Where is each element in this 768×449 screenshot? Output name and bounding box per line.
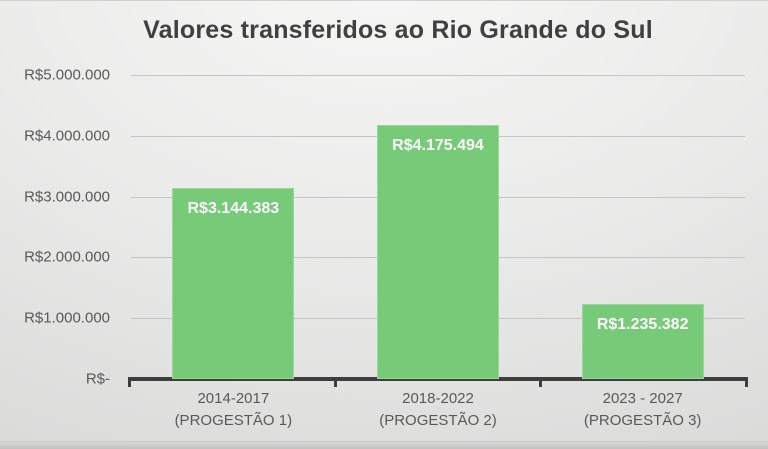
y-axis-labels: R$5.000.000 R$4.000.000 R$3.000.000 R$2.000…	[0, 67, 110, 388]
y-tick-label: R$5.000.000	[24, 66, 110, 84]
plot-area: R$3.144.383 R$4.175.494 R$1.235.382	[128, 75, 748, 387]
bar: R$1.235.382	[581, 303, 704, 379]
chart-title: Valores transferidos ao Rio Grande do Su…	[143, 16, 653, 44]
bar: R$4.175.494	[377, 125, 499, 379]
x-category-label: 2018-2022 (PROGESTÃO 2)	[336, 388, 541, 432]
x-category-label-line: 2023 - 2027	[602, 390, 683, 407]
x-category-label: 2014-2017 (PROGESTÃO 1)	[131, 388, 336, 432]
y-tick-label: R$2.000.000	[24, 248, 110, 266]
x-category-label-line: (PROGESTÃO 2)	[379, 412, 497, 429]
x-category-label-line: (PROGESTÃO 1)	[174, 412, 293, 429]
x-category-label-line: (PROGESTÃO 3)	[583, 412, 702, 429]
x-axis-tick	[128, 377, 131, 387]
x-axis-tick	[538, 377, 542, 387]
bar-value-label: R$1.235.382	[596, 315, 689, 333]
gridline	[131, 75, 745, 76]
y-tick-label: R$1.000.000	[24, 309, 110, 327]
bar: R$3.144.383	[172, 187, 295, 379]
x-axis-tick	[745, 377, 748, 387]
bar-value-label: R$3.144.383	[187, 199, 280, 217]
bar-value-label: R$4.175.494	[392, 137, 484, 155]
x-axis-labels: 2014-2017 (PROGESTÃO 1) 2018-2022 (PROGESTÃ…	[131, 388, 745, 436]
x-axis-tick	[334, 377, 338, 387]
y-tick-label: R$-	[85, 370, 110, 388]
y-tick-label: R$4.000.000	[24, 127, 110, 145]
x-category-label-line: 2018-2022	[402, 390, 474, 407]
slide-bottom-edge	[0, 441, 768, 449]
x-category-label-line: 2014-2017	[197, 390, 270, 407]
x-axis-line	[128, 377, 748, 381]
x-category-label: 2023 - 2027 (PROGESTÃO 3)	[540, 388, 745, 432]
y-tick-label: R$3.000.000	[24, 188, 110, 206]
